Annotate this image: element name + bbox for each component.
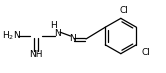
Text: H$_2$N: H$_2$N xyxy=(2,30,21,42)
Text: N: N xyxy=(55,29,61,38)
Text: N: N xyxy=(69,34,76,43)
Text: Cl: Cl xyxy=(142,48,150,57)
Text: Cl: Cl xyxy=(119,6,128,15)
Text: NH: NH xyxy=(29,50,42,59)
Text: H: H xyxy=(50,21,56,30)
